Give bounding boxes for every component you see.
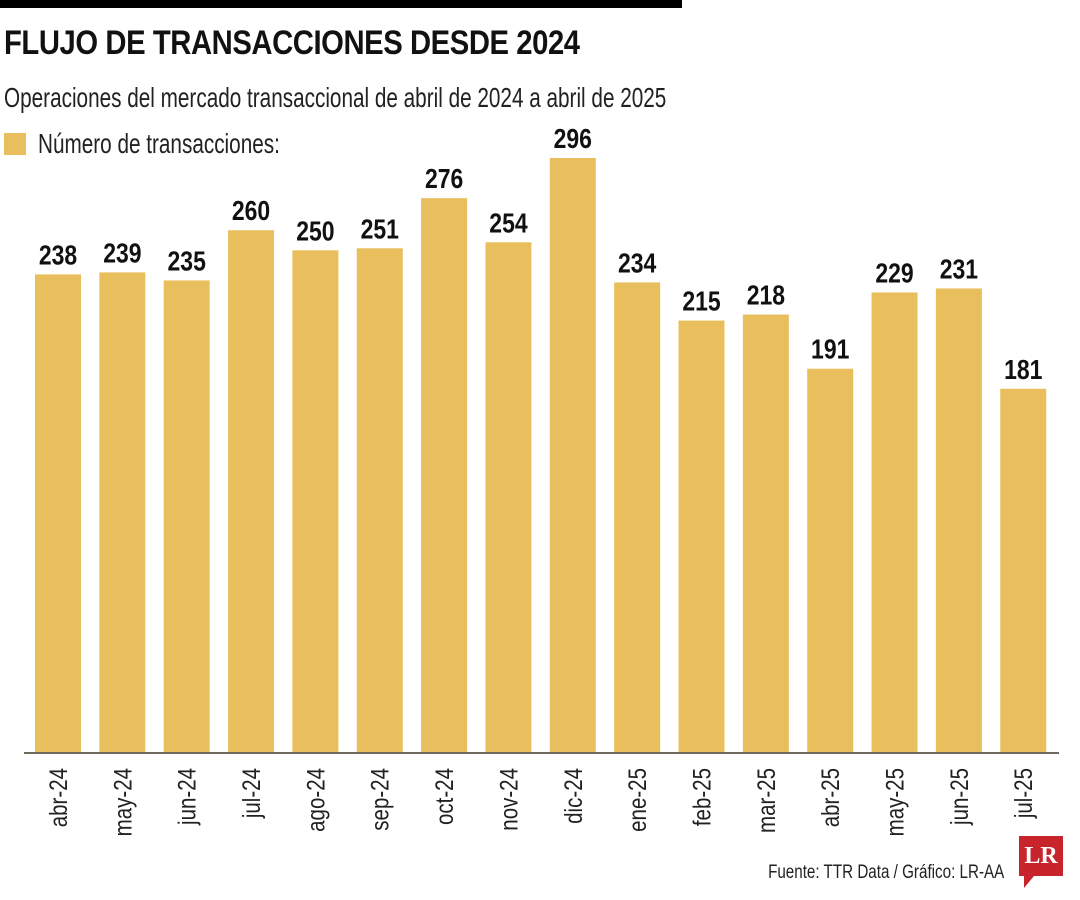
category-label-nov-24: nov-24 (494, 768, 522, 831)
chart-subtitle: Operaciones del mercado transaccional de… (4, 82, 667, 113)
bar-jul-25 (1000, 388, 1047, 752)
legend: Número de transacciones: (4, 128, 365, 160)
category-label-jun-24: jun-24 (173, 768, 201, 826)
value-label-may-24: 239 (103, 238, 141, 269)
category-label-feb-25: feb-25 (688, 768, 716, 826)
category-label-oct-24: oct-24 (430, 768, 458, 825)
value-label-dic-24: 296 (554, 124, 592, 155)
value-label-nov-24: 254 (489, 208, 528, 239)
bar-ago-24 (292, 250, 339, 753)
value-labels-group: 238 239 235 260 250 251 276 254 296 234 215 218 191 2… (39, 124, 1043, 385)
category-label-ene-25: ene-25 (623, 768, 651, 832)
bar-abr-24 (35, 274, 81, 752)
value-label-sep-24: 251 (361, 214, 399, 245)
value-label-abr-24: 238 (39, 240, 77, 271)
category-label-sep-24: sep-24 (366, 768, 394, 831)
bar-jul-24 (228, 230, 275, 753)
value-label-ene-25: 234 (618, 248, 657, 279)
category-label-ago-24: ago-24 (301, 768, 329, 832)
value-label-jul-25: 181 (1004, 355, 1042, 386)
bar-dic-24 (549, 158, 596, 752)
bar-jun-25 (935, 288, 982, 752)
category-label-mar-25: mar-25 (752, 768, 780, 833)
lr-logo-tail (1024, 876, 1034, 888)
source-note: Fuente: TTR Data / Gráfico: LR-AA (767, 862, 1004, 883)
category-label-jul-24: jul-24 (237, 768, 265, 819)
top-rule (0, 0, 682, 8)
category-label-dic-24: dic-24 (559, 768, 587, 824)
bar-jun-24 (163, 280, 210, 752)
value-label-ago-24: 250 (296, 216, 334, 247)
value-label-mar-25: 218 (747, 280, 785, 311)
chart-title: FLUJO DE TRANSACCIONES DESDE 2024 (4, 24, 580, 62)
value-label-oct-24: 276 (425, 164, 463, 195)
value-label-jun-25: 231 (940, 254, 978, 285)
bar-oct-24 (421, 198, 468, 752)
category-label-abr-24: abr-24 (44, 768, 72, 828)
bar-may-24 (99, 272, 146, 752)
category-label-jul-25: jul-25 (1009, 768, 1037, 819)
value-label-jun-24: 235 (168, 246, 206, 277)
value-label-abr-25: 191 (811, 335, 849, 366)
bar-may-25 (871, 292, 918, 752)
bar-feb-25 (678, 320, 725, 752)
category-label-may-25: may-25 (881, 768, 909, 836)
bar-abr-25 (807, 368, 854, 752)
category-label-abr-25: abr-25 (816, 768, 844, 827)
lr-logo: LR (1019, 836, 1063, 876)
legend-swatch (4, 133, 26, 155)
bar-ene-25 (614, 282, 661, 752)
bars-group (35, 158, 1047, 753)
bar-nov-24 (485, 242, 532, 752)
value-label-jul-24: 260 (232, 196, 270, 227)
bar-mar-25 (742, 314, 789, 752)
category-label-jun-25: jun-25 (945, 768, 973, 826)
category-labels-group: abr-24 may-24 jun-24 jul-24 ago-24 sep-24 oct-… (44, 768, 1038, 837)
category-label-may-24: may-24 (108, 768, 136, 837)
value-label-feb-25: 215 (682, 286, 720, 317)
legend-label: Número de transacciones: (38, 128, 280, 159)
value-label-may-25: 229 (875, 258, 913, 289)
bar-sep-24 (356, 248, 403, 752)
